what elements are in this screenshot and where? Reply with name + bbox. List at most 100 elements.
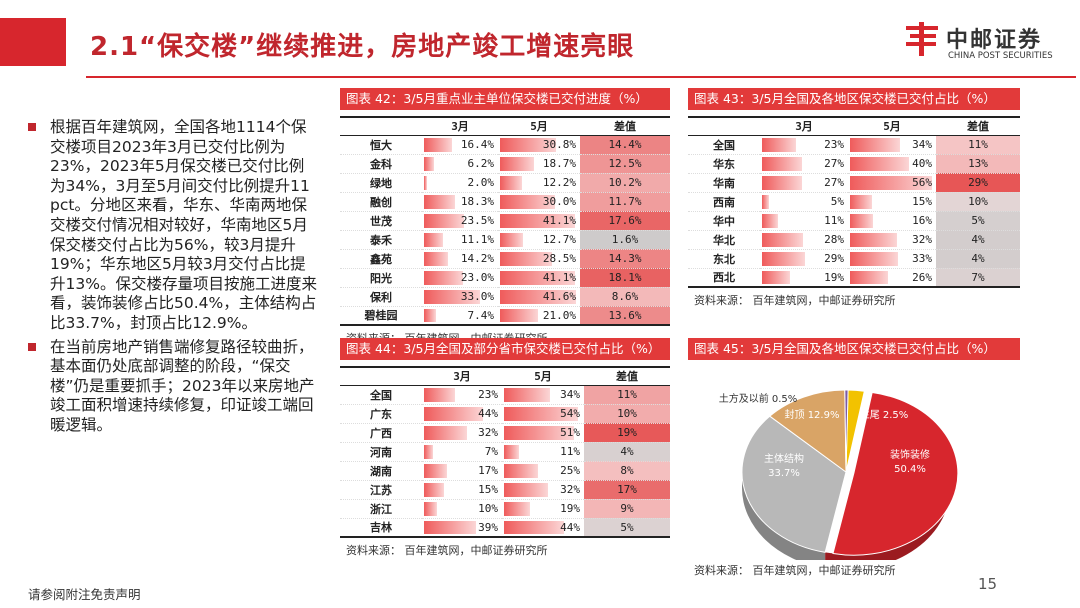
data-bar bbox=[424, 270, 463, 285]
cell-march: 19% bbox=[760, 268, 848, 288]
cell-march: 11% bbox=[760, 211, 848, 231]
data-bar bbox=[504, 463, 539, 478]
data-bar bbox=[500, 156, 535, 171]
cell-may: 19% bbox=[502, 499, 584, 519]
cell-diff: 8.6% bbox=[580, 287, 670, 307]
cell-diff: 4% bbox=[936, 249, 1020, 269]
table-42-title: 图表 42：3/5月重点业主单位保交楼已交付进度（%） bbox=[340, 88, 670, 110]
china-post-logo-icon bbox=[906, 22, 938, 56]
cell-march: 7.4% bbox=[422, 306, 498, 326]
data-bar bbox=[424, 501, 438, 516]
cell-diff: 11% bbox=[584, 385, 670, 405]
data-bar bbox=[424, 463, 447, 478]
cell-value: 12.7% bbox=[542, 233, 576, 246]
data-bar bbox=[850, 232, 897, 247]
cell-diff: 1.6% bbox=[580, 230, 670, 250]
cell-value: 44% bbox=[478, 407, 498, 420]
row-label: 西北 bbox=[688, 268, 760, 288]
cell-march: 27% bbox=[760, 154, 848, 174]
data-bar bbox=[500, 175, 523, 190]
cell-march: 5% bbox=[760, 192, 848, 212]
cell-may: 25% bbox=[502, 461, 584, 481]
chart-45-panel: 图表 45：3/5月全国及各地区保交楼已交付占比（%） 烂尾 2.5% 装饰装修 5… bbox=[688, 338, 1020, 578]
pie-slice-side bbox=[742, 472, 826, 569]
row-label: 泰禾 bbox=[340, 230, 422, 250]
data-bar bbox=[762, 251, 805, 266]
data-bar bbox=[504, 425, 574, 440]
page-title: 2.1“保交楼”继续推进，房地产竣工增速亮眼 bbox=[90, 32, 635, 62]
table-row: 西北 19% 26% 7% bbox=[688, 268, 1020, 288]
table-row: 华北 28% 32% 4% bbox=[688, 230, 1020, 250]
col-header bbox=[688, 116, 760, 136]
cell-may: 33% bbox=[848, 249, 936, 269]
page-number: 15 bbox=[978, 575, 998, 593]
data-bar bbox=[504, 501, 530, 516]
cell-diff: 11% bbox=[936, 135, 1020, 155]
data-bar bbox=[424, 406, 483, 421]
data-bar bbox=[424, 137, 452, 152]
data-bar bbox=[424, 425, 467, 440]
col-header bbox=[340, 366, 422, 386]
cell-value: 18.7% bbox=[542, 157, 576, 170]
row-label: 融创 bbox=[340, 192, 422, 212]
cell-diff: 9% bbox=[584, 499, 670, 519]
table-row: 绿地 2.0% 12.2% 10.2% bbox=[340, 173, 670, 193]
data-bar bbox=[850, 270, 889, 284]
data-bar bbox=[424, 308, 437, 322]
cell-may: 21.0% bbox=[498, 306, 580, 326]
cell-value: 11% bbox=[824, 214, 844, 227]
cell-value: 11% bbox=[560, 445, 580, 458]
pie-label: 装饰装修 50.4% bbox=[890, 448, 930, 475]
cell-march: 29% bbox=[760, 249, 848, 269]
cell-may: 44% bbox=[502, 518, 584, 538]
data-bar bbox=[850, 251, 899, 266]
cell-diff: 5% bbox=[584, 518, 670, 538]
row-label: 浙江 bbox=[340, 499, 422, 519]
data-bar bbox=[424, 213, 464, 228]
cell-may: 54% bbox=[502, 404, 584, 424]
cell-value: 6.2% bbox=[467, 157, 495, 170]
table-row: 湖南 17% 25% 8% bbox=[340, 461, 670, 481]
cell-may: 30.8% bbox=[498, 135, 580, 155]
summary-bullets: 根据百年建筑网，全国各地1114个保交楼项目2023年3月已交付比例为23%，2… bbox=[26, 118, 318, 440]
cell-diff: 4% bbox=[936, 230, 1020, 250]
cell-may: 41.1% bbox=[498, 211, 580, 231]
data-bar bbox=[850, 137, 900, 152]
col-header: 差值 bbox=[580, 116, 670, 136]
table-row: 泰禾 11.1% 12.7% 1.6% bbox=[340, 230, 670, 250]
data-bar bbox=[504, 520, 565, 534]
data-bar bbox=[424, 520, 476, 534]
col-header: 5月 bbox=[498, 116, 580, 136]
bullet-square-icon bbox=[28, 123, 36, 131]
table-43-title: 图表 43：3/5月全国及各地区保交楼已交付占比（%） bbox=[688, 88, 1020, 110]
cell-diff: 17.6% bbox=[580, 211, 670, 231]
cell-may: 41.1% bbox=[498, 268, 580, 288]
data-bar bbox=[762, 137, 796, 152]
cell-diff: 5% bbox=[936, 211, 1020, 231]
cell-value: 27% bbox=[824, 157, 844, 170]
pie-slice bbox=[832, 391, 959, 556]
cell-diff: 13.6% bbox=[580, 306, 670, 326]
col-header: 差值 bbox=[936, 116, 1020, 136]
cell-value: 28% bbox=[824, 233, 844, 246]
cell-value: 11.1% bbox=[460, 233, 494, 246]
cell-march: 11.1% bbox=[422, 230, 498, 250]
cell-value: 15% bbox=[478, 483, 498, 496]
disclaimer-note[interactable]: 请参阅附注免责声明 bbox=[28, 587, 141, 602]
cell-march: 28% bbox=[760, 230, 848, 250]
data-bar bbox=[424, 156, 435, 171]
cell-diff: 12.5% bbox=[580, 154, 670, 174]
pie-chart: 烂尾 2.5% 装饰装修 50.4% 主体结构 33.7% 封顶 12.9% 土方及以前 0… bbox=[719, 389, 959, 570]
table-44-title: 图表 44：3/5月全国及部分省市保交楼已交付占比（%） bbox=[340, 338, 670, 360]
data-bar bbox=[850, 156, 909, 171]
table-row: 华东 27% 40% 13% bbox=[688, 154, 1020, 174]
col-header: 3月 bbox=[760, 116, 848, 136]
cell-value: 7.4% bbox=[467, 308, 495, 322]
row-label: 河南 bbox=[340, 442, 422, 462]
cell-diff: 4% bbox=[584, 442, 670, 462]
pie-slice-side bbox=[825, 472, 950, 570]
cell-value: 21.0% bbox=[542, 308, 576, 322]
row-label: 东北 bbox=[688, 249, 760, 269]
cell-value: 32% bbox=[912, 233, 932, 246]
chart-45-source: 资料来源： 百年建筑网，中邮证券研究所 bbox=[694, 564, 896, 577]
